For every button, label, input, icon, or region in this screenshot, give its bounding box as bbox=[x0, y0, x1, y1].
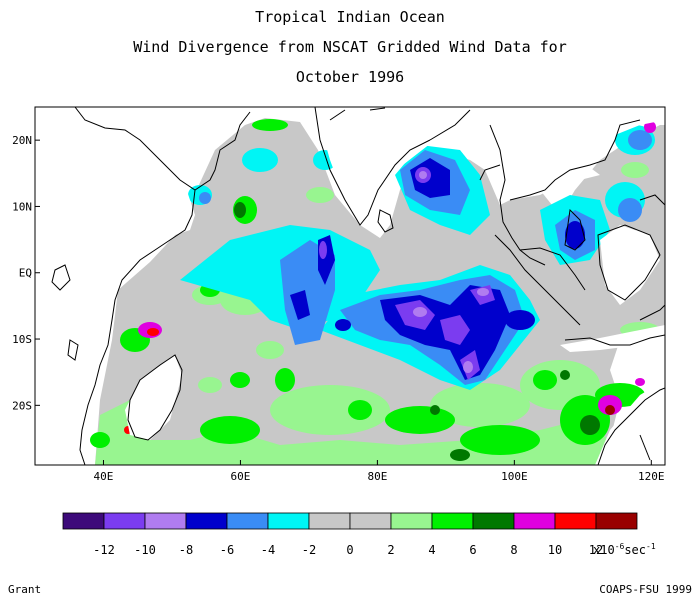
colorbar-labels: -12 -10 -8 -6 -4 -2 0 2 4 6 8 10 12 bbox=[93, 543, 603, 557]
institution-credit: COAPS-FSU 1999 bbox=[599, 583, 692, 596]
colorbar-swatch-6 bbox=[308, 512, 351, 530]
colorbar-label-8: 4 bbox=[428, 543, 435, 557]
lat-tick-label-0: 20N bbox=[12, 134, 32, 147]
latitude-axis: 20N 10N EQ 10S 20S bbox=[12, 134, 40, 412]
colorbar-unit: x10-6sec-1 bbox=[593, 542, 656, 557]
colorbar-label-4: -4 bbox=[261, 543, 275, 557]
colorbar-swatch-2 bbox=[144, 512, 187, 530]
colorbar-swatch-13 bbox=[595, 512, 638, 530]
colorbar-swatch-4 bbox=[226, 512, 269, 530]
colorbar-label-10: 8 bbox=[510, 543, 517, 557]
colorbar-label-0: -12 bbox=[93, 543, 115, 557]
coastlines bbox=[51, 107, 665, 465]
colorbar-label-12: 12 bbox=[589, 543, 603, 557]
colorbar-label-1: -10 bbox=[134, 543, 156, 557]
colorbar-label-2: -8 bbox=[179, 543, 193, 557]
map-title-line2: Wind Divergence from NSCAT Gridded Wind … bbox=[133, 38, 567, 56]
colorbar-swatch-1 bbox=[103, 512, 146, 530]
colorbar-swatch-10 bbox=[472, 512, 515, 530]
longitude-axis: 40E 60E 80E 100E 120E bbox=[94, 460, 665, 483]
lon-tick-label-3: 100E bbox=[501, 470, 528, 483]
map-title-line1: Tropical Indian Ocean bbox=[255, 8, 445, 26]
colorbar-swatch-9 bbox=[431, 512, 474, 530]
lon-tick-label-0: 40E bbox=[94, 470, 114, 483]
colorbar-label-7: 2 bbox=[387, 543, 394, 557]
colorbar-label-6: 0 bbox=[346, 543, 353, 557]
lon-tick-label-4: 120E bbox=[638, 470, 665, 483]
colorbar-swatch-8 bbox=[390, 512, 433, 530]
colorbar-swatch-7 bbox=[349, 512, 392, 530]
divergence-field bbox=[35, 107, 665, 465]
colorbar-swatch-5 bbox=[267, 512, 310, 530]
colorbar-swatch-3 bbox=[185, 512, 228, 530]
colorbar-label-3: -6 bbox=[220, 543, 234, 557]
lat-tick-label-3: 10S bbox=[12, 333, 32, 346]
lat-tick-label-4: 20S bbox=[12, 399, 32, 412]
lon-tick-label-2: 80E bbox=[367, 470, 387, 483]
colorbar-label-5: -2 bbox=[302, 543, 316, 557]
colorbar bbox=[62, 512, 638, 530]
lat-tick-label-2: EQ bbox=[19, 267, 32, 280]
map-title-line3: October 1996 bbox=[295, 68, 405, 86]
colorbar-label-11: 10 bbox=[548, 543, 562, 557]
colorbar-swatch-11 bbox=[513, 512, 556, 530]
author-credit: Grant bbox=[8, 583, 42, 596]
colorbar-swatch-0 bbox=[62, 512, 105, 530]
colorbar-swatch-12 bbox=[554, 512, 597, 530]
colorbar-label-9: 6 bbox=[469, 543, 476, 557]
map-frame bbox=[34, 106, 666, 466]
lon-tick-label-1: 60E bbox=[230, 470, 250, 483]
lat-tick-label-1: 10N bbox=[12, 200, 32, 213]
